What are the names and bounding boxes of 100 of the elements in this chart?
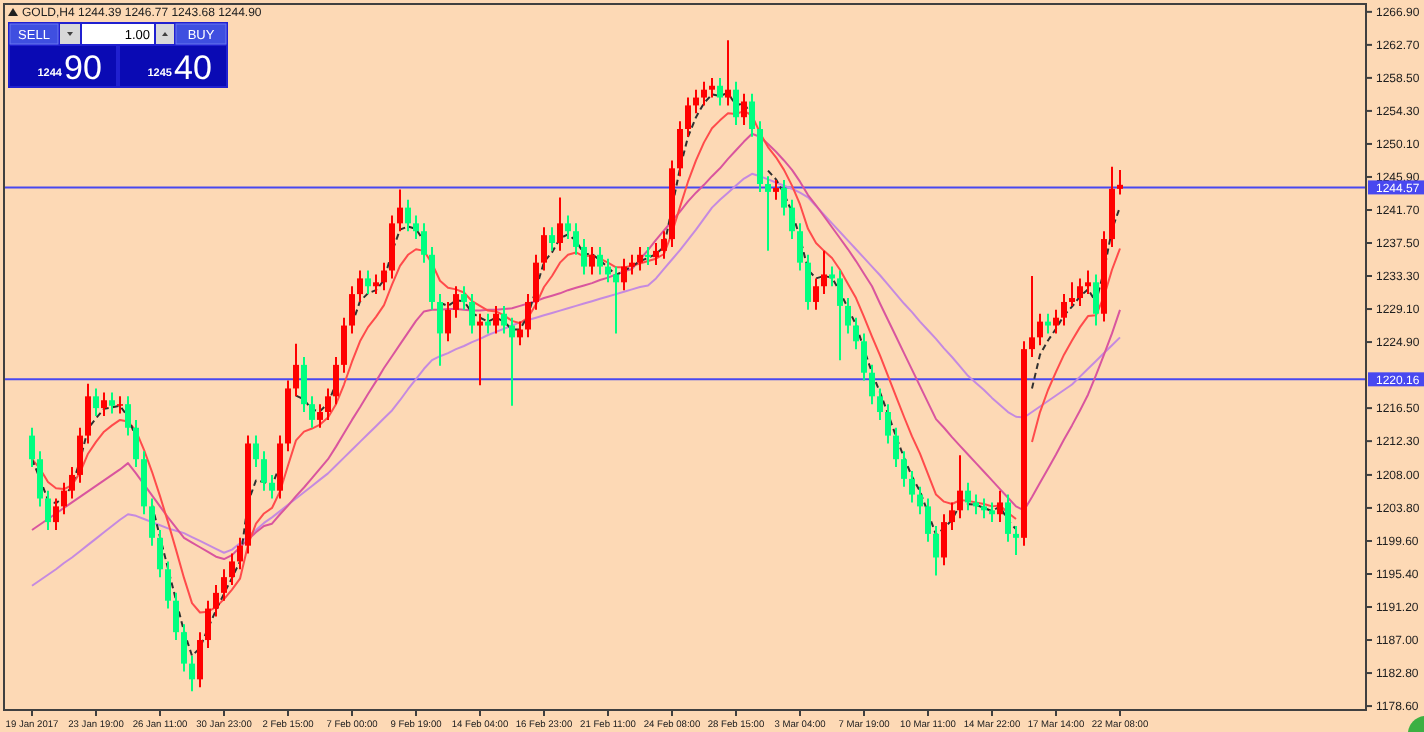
candlestick — [581, 238, 587, 276]
candlestick — [565, 214, 571, 241]
candlestick — [717, 76, 723, 107]
candlestick — [1085, 269, 1091, 296]
candlestick — [1045, 312, 1051, 335]
candlestick — [709, 76, 715, 99]
candlestick — [93, 387, 99, 417]
candlestick — [229, 552, 235, 586]
candlestick — [557, 196, 563, 252]
candlestick — [869, 363, 875, 406]
candlestick — [837, 269, 843, 362]
candlestick — [101, 391, 107, 417]
candlestick — [141, 450, 147, 516]
candlestick — [677, 120, 683, 178]
candlestick — [797, 222, 803, 272]
candlestick — [653, 242, 659, 267]
candlestick — [341, 316, 347, 374]
candlestick — [941, 513, 947, 567]
candlestick — [749, 92, 755, 138]
candlestick — [477, 312, 483, 387]
candlestick — [413, 214, 419, 241]
candlestick — [981, 497, 987, 520]
candlestick — [493, 304, 499, 335]
candlestick — [885, 403, 891, 445]
candlestick — [277, 434, 283, 500]
candlestick — [381, 261, 387, 292]
candlestick — [53, 497, 59, 531]
candlestick — [309, 395, 315, 429]
candlestick — [1013, 525, 1019, 557]
candlestick — [85, 382, 91, 445]
candlestick — [637, 245, 643, 272]
annotation: 90 — [64, 49, 102, 87]
candlestick — [621, 257, 627, 292]
candlestick — [725, 39, 731, 107]
candlestick — [357, 269, 363, 303]
candlestick — [741, 92, 747, 127]
candlestick — [613, 265, 619, 335]
candlestick — [189, 654, 195, 693]
candlestick — [853, 316, 859, 351]
candlestick — [1037, 312, 1043, 347]
candlestick — [813, 277, 819, 311]
candlestick — [405, 198, 411, 233]
candlestick — [165, 560, 171, 610]
candlestick — [1069, 281, 1075, 307]
candlestick — [445, 300, 451, 343]
candlestick — [221, 568, 227, 602]
candlestick — [453, 285, 459, 319]
candlestick — [437, 293, 443, 367]
candlestick — [45, 489, 51, 531]
candlestick — [1093, 273, 1099, 327]
candlestick — [77, 426, 83, 484]
candlestick — [821, 249, 827, 296]
candlestick — [1029, 275, 1035, 358]
candlestick — [197, 631, 203, 689]
candlestick — [973, 493, 979, 516]
candlestick — [773, 179, 779, 201]
candlestick — [205, 599, 211, 649]
candlestick — [469, 293, 475, 335]
candlestick — [949, 501, 955, 531]
candlestick — [629, 253, 635, 276]
candlestick — [989, 501, 995, 524]
candlestick — [237, 536, 243, 571]
candlestick — [133, 418, 139, 469]
candlestick — [597, 245, 603, 276]
candlestick — [829, 265, 835, 288]
candlestick — [805, 253, 811, 311]
candlestick — [781, 179, 787, 217]
candlestick — [429, 245, 435, 311]
candlestick — [861, 332, 867, 382]
candlestick — [125, 395, 131, 437]
candlestick — [925, 497, 931, 543]
candlestick — [37, 450, 43, 508]
candlestick — [685, 96, 691, 138]
candlestick — [1117, 169, 1123, 196]
candlestick — [909, 470, 915, 504]
candlestick — [461, 285, 467, 311]
candlestick — [269, 473, 275, 500]
candlestick — [333, 356, 339, 406]
candlestick — [181, 623, 187, 673]
candlestick — [301, 356, 307, 414]
candlestick — [917, 485, 923, 516]
candlestick — [485, 312, 491, 335]
candlestick — [365, 269, 371, 296]
candlestick — [661, 230, 667, 260]
candlestick — [397, 188, 403, 233]
candlestick — [501, 304, 507, 335]
candlestick — [325, 387, 331, 421]
candlestick — [957, 454, 963, 520]
candlestick — [157, 528, 163, 579]
candlestick — [69, 466, 75, 500]
candlestick — [765, 175, 771, 252]
annotation: 40 — [174, 49, 212, 87]
candlestick — [109, 391, 115, 415]
candlestick — [965, 481, 971, 512]
candlestick — [373, 273, 379, 296]
candlestick — [117, 395, 123, 415]
candlestick — [525, 293, 531, 339]
candlestick — [893, 426, 899, 469]
candlestick — [733, 80, 739, 127]
candlestick — [533, 253, 539, 311]
